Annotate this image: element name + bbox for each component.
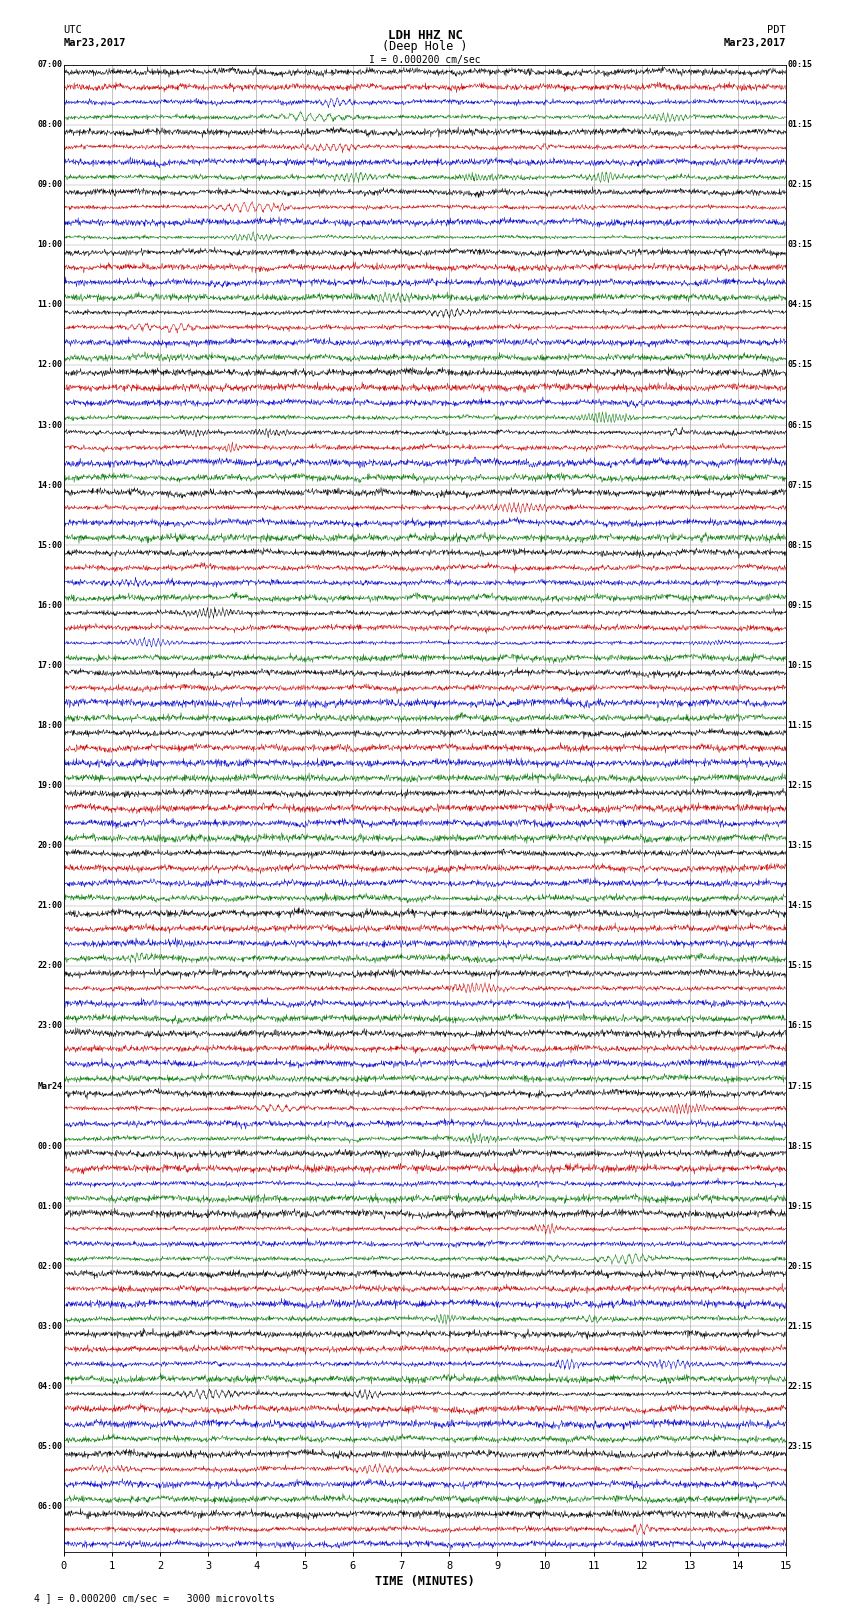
Text: 04:15: 04:15 (788, 300, 813, 310)
Text: 02:15: 02:15 (788, 181, 813, 189)
Text: 08:15: 08:15 (788, 540, 813, 550)
Text: 03:00: 03:00 (37, 1323, 62, 1331)
Text: 04:00: 04:00 (37, 1382, 62, 1390)
Text: 12:00: 12:00 (37, 360, 62, 369)
Text: I = 0.000200 cm/sec: I = 0.000200 cm/sec (369, 55, 481, 65)
Text: Mar23,2017: Mar23,2017 (64, 39, 127, 48)
Text: 09:15: 09:15 (788, 600, 813, 610)
Text: 18:15: 18:15 (788, 1142, 813, 1150)
Text: 19:15: 19:15 (788, 1202, 813, 1211)
Text: 16:15: 16:15 (788, 1021, 813, 1031)
Text: 10:15: 10:15 (788, 661, 813, 669)
Text: 23:00: 23:00 (37, 1021, 62, 1031)
Text: 21:00: 21:00 (37, 902, 62, 910)
Text: 01:15: 01:15 (788, 119, 813, 129)
Text: 17:00: 17:00 (37, 661, 62, 669)
Text: Mar23,2017: Mar23,2017 (723, 39, 786, 48)
Text: 00:00: 00:00 (37, 1142, 62, 1150)
Text: LDH HHZ NC: LDH HHZ NC (388, 29, 462, 42)
Text: 22:00: 22:00 (37, 961, 62, 971)
Text: 23:15: 23:15 (788, 1442, 813, 1452)
Text: 15:00: 15:00 (37, 540, 62, 550)
Text: 00:15: 00:15 (788, 60, 813, 69)
Text: 19:00: 19:00 (37, 781, 62, 790)
Text: UTC: UTC (64, 26, 82, 35)
Text: 18:00: 18:00 (37, 721, 62, 731)
Text: 06:15: 06:15 (788, 421, 813, 429)
Text: 11:00: 11:00 (37, 300, 62, 310)
X-axis label: TIME (MINUTES): TIME (MINUTES) (375, 1574, 475, 1587)
Text: 07:00: 07:00 (37, 60, 62, 69)
Text: 12:15: 12:15 (788, 781, 813, 790)
Text: 13:15: 13:15 (788, 840, 813, 850)
Text: 22:15: 22:15 (788, 1382, 813, 1390)
Text: 13:00: 13:00 (37, 421, 62, 429)
Text: 21:15: 21:15 (788, 1323, 813, 1331)
Text: 14:15: 14:15 (788, 902, 813, 910)
Text: 02:00: 02:00 (37, 1261, 62, 1271)
Text: 09:00: 09:00 (37, 181, 62, 189)
Text: PDT: PDT (768, 26, 786, 35)
Text: 20:00: 20:00 (37, 840, 62, 850)
Text: 17:15: 17:15 (788, 1082, 813, 1090)
Text: 16:00: 16:00 (37, 600, 62, 610)
Text: 05:15: 05:15 (788, 360, 813, 369)
Text: 05:00: 05:00 (37, 1442, 62, 1452)
Text: Mar24: Mar24 (37, 1082, 62, 1090)
Text: 03:15: 03:15 (788, 240, 813, 250)
Text: 01:00: 01:00 (37, 1202, 62, 1211)
Text: 4 ] = 0.000200 cm/sec =   3000 microvolts: 4 ] = 0.000200 cm/sec = 3000 microvolts (34, 1594, 275, 1603)
Text: 15:15: 15:15 (788, 961, 813, 971)
Text: 14:00: 14:00 (37, 481, 62, 490)
Text: 11:15: 11:15 (788, 721, 813, 731)
Text: 20:15: 20:15 (788, 1261, 813, 1271)
Text: 07:15: 07:15 (788, 481, 813, 490)
Text: (Deep Hole ): (Deep Hole ) (382, 40, 468, 53)
Text: 10:00: 10:00 (37, 240, 62, 250)
Text: 08:00: 08:00 (37, 119, 62, 129)
Text: 06:00: 06:00 (37, 1502, 62, 1511)
